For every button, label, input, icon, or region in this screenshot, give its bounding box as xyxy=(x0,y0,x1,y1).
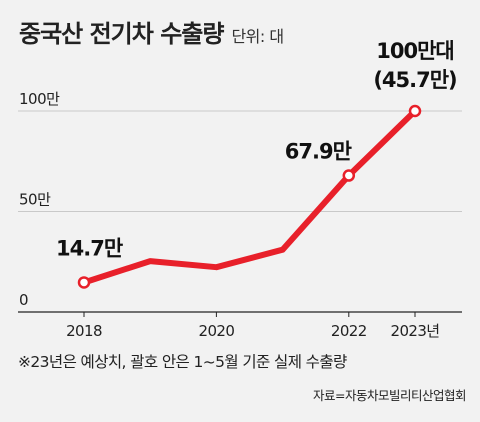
x-tick-label: 2020 xyxy=(199,322,235,340)
chart-title: 중국산 전기차 수출량 xyxy=(19,20,224,48)
unit-label: 단위: 대 xyxy=(231,27,284,46)
source-note: 자료=자동차모빌리티산업협회 xyxy=(313,388,466,403)
data-point-marker xyxy=(77,276,91,289)
data-label: 14.7만 xyxy=(56,236,123,260)
y-tick-label: 100만 xyxy=(19,90,60,108)
x-tick-label: 2018 xyxy=(66,322,102,340)
data-label: 100만대 xyxy=(376,39,453,63)
series-line xyxy=(81,108,418,286)
y-tick-label: 50만 xyxy=(19,191,51,209)
title-row: 중국산 전기차 수출량 단위: 대 xyxy=(19,14,284,50)
y-tick-label: 0 xyxy=(19,291,28,309)
data-label: 67.9만 xyxy=(285,140,352,164)
x-tick-label: 2023년 xyxy=(391,322,440,340)
data-point-marker xyxy=(408,104,422,118)
x-tick-label: 2022 xyxy=(331,322,367,340)
data-sublabel: (45.7만) xyxy=(373,68,456,92)
footnote: ※23년은 예상치, 괄호 안은 1~5월 기준 실제 수출량 xyxy=(18,353,347,371)
data-point-marker xyxy=(342,169,356,182)
